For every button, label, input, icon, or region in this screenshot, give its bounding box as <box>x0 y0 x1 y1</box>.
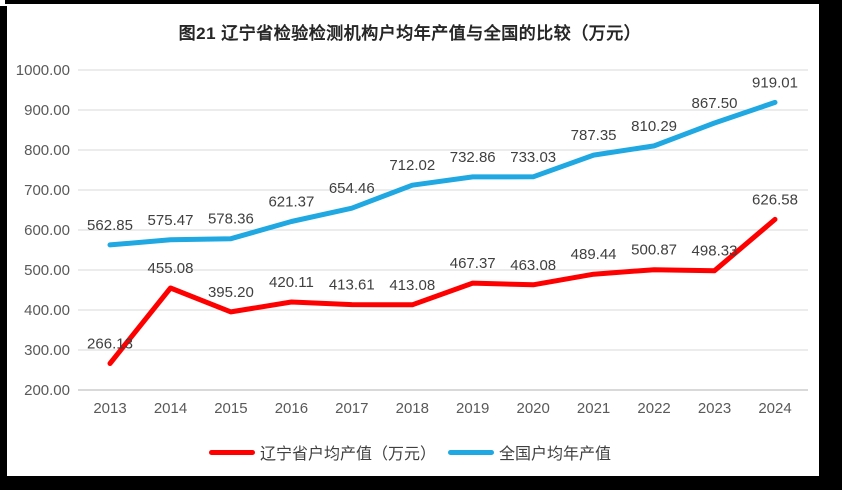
svg-text:700.00: 700.00 <box>24 182 70 199</box>
svg-text:266.13: 266.13 <box>87 336 133 353</box>
frame-top-bar <box>5 0 842 4</box>
svg-text:800.00: 800.00 <box>24 142 70 159</box>
svg-text:787.35: 787.35 <box>571 127 617 144</box>
svg-text:2014: 2014 <box>154 400 187 417</box>
svg-text:300.00: 300.00 <box>24 342 70 359</box>
svg-text:919.01: 919.01 <box>752 74 798 91</box>
svg-text:489.44: 489.44 <box>571 246 617 263</box>
frame-right-bar <box>819 0 842 490</box>
frame-bottom-bar <box>0 476 842 490</box>
svg-text:500.87: 500.87 <box>631 242 677 259</box>
svg-text:2013: 2013 <box>93 400 126 417</box>
svg-text:732.86: 732.86 <box>450 149 496 166</box>
svg-text:578.36: 578.36 <box>208 211 254 228</box>
svg-text:200.00: 200.00 <box>24 382 70 399</box>
svg-text:2024: 2024 <box>758 400 791 417</box>
svg-text:810.29: 810.29 <box>631 118 677 135</box>
svg-text:395.20: 395.20 <box>208 284 254 301</box>
svg-text:2016: 2016 <box>275 400 308 417</box>
liaoning-line-swatch-icon <box>208 449 255 455</box>
svg-text:2021: 2021 <box>577 400 610 417</box>
svg-text:420.11: 420.11 <box>269 274 314 291</box>
svg-text:2018: 2018 <box>396 400 429 417</box>
svg-text:1000.00: 1000.00 <box>16 62 70 79</box>
frame-left-bar <box>0 6 7 490</box>
svg-text:621.37: 621.37 <box>268 194 314 211</box>
svg-text:413.61: 413.61 <box>329 277 375 294</box>
svg-text:400.00: 400.00 <box>24 302 70 319</box>
svg-text:733.03: 733.03 <box>510 149 556 166</box>
svg-text:463.08: 463.08 <box>510 257 556 274</box>
chart-legend: 辽宁省户均产值（万元） 全国户均年产值 <box>0 440 820 464</box>
svg-text:2019: 2019 <box>456 400 489 417</box>
svg-text:467.37: 467.37 <box>450 255 496 272</box>
svg-text:575.47: 575.47 <box>148 212 194 229</box>
legend-label-national: 全国户均年产值 <box>499 446 612 463</box>
svg-text:900.00: 900.00 <box>24 102 70 119</box>
svg-text:626.58: 626.58 <box>752 191 798 208</box>
svg-text:2022: 2022 <box>637 400 670 417</box>
svg-text:712.02: 712.02 <box>389 157 435 174</box>
legend-item-liaoning: 辽宁省户均产值（万元） <box>208 440 436 464</box>
national-line-swatch-icon <box>448 449 494 455</box>
svg-text:654.46: 654.46 <box>329 180 375 197</box>
svg-text:2020: 2020 <box>517 400 550 417</box>
svg-text:2023: 2023 <box>698 400 731 417</box>
svg-text:2017: 2017 <box>335 400 368 417</box>
svg-text:500.00: 500.00 <box>24 262 70 279</box>
svg-text:2015: 2015 <box>214 400 247 417</box>
legend-label-liaoning: 辽宁省户均产值（万元） <box>259 446 436 463</box>
svg-text:562.85: 562.85 <box>87 217 133 234</box>
svg-text:455.08: 455.08 <box>148 260 194 277</box>
svg-text:600.00: 600.00 <box>24 222 70 239</box>
svg-text:413.08: 413.08 <box>389 277 435 294</box>
svg-text:867.50: 867.50 <box>692 95 738 112</box>
svg-text:498.33: 498.33 <box>692 243 738 260</box>
legend-item-national: 全国户均年产值 <box>448 440 611 464</box>
chart-title: 图21 辽宁省检验检测机构户均年产值与全国的比较（万元） <box>178 24 642 43</box>
